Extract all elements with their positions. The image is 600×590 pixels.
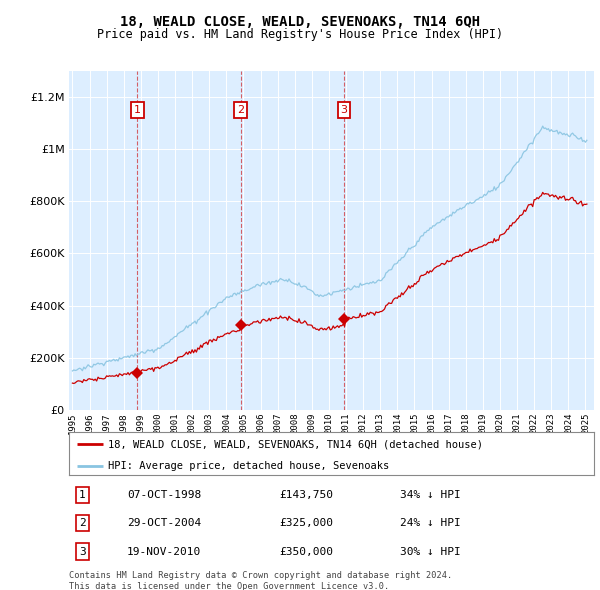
Text: 18, WEALD CLOSE, WEALD, SEVENOAKS, TN14 6QH (detached house): 18, WEALD CLOSE, WEALD, SEVENOAKS, TN14 … xyxy=(109,440,484,450)
Text: Price paid vs. HM Land Registry's House Price Index (HPI): Price paid vs. HM Land Registry's House … xyxy=(97,28,503,41)
Text: 1: 1 xyxy=(79,490,86,500)
Text: 3: 3 xyxy=(79,546,86,556)
Text: 34% ↓ HPI: 34% ↓ HPI xyxy=(400,490,461,500)
Text: £350,000: £350,000 xyxy=(279,546,333,556)
Text: 18, WEALD CLOSE, WEALD, SEVENOAKS, TN14 6QH: 18, WEALD CLOSE, WEALD, SEVENOAKS, TN14 … xyxy=(120,15,480,29)
Text: £143,750: £143,750 xyxy=(279,490,333,500)
Text: HPI: Average price, detached house, Sevenoaks: HPI: Average price, detached house, Seve… xyxy=(109,461,389,471)
Text: 3: 3 xyxy=(340,105,347,115)
Text: 2: 2 xyxy=(79,518,86,527)
Text: Contains HM Land Registry data © Crown copyright and database right 2024.
This d: Contains HM Land Registry data © Crown c… xyxy=(69,571,452,590)
Text: 07-OCT-1998: 07-OCT-1998 xyxy=(127,490,201,500)
Text: 1: 1 xyxy=(134,105,141,115)
Text: 2: 2 xyxy=(237,105,244,115)
Text: 30% ↓ HPI: 30% ↓ HPI xyxy=(400,546,461,556)
Text: 19-NOV-2010: 19-NOV-2010 xyxy=(127,546,201,556)
Text: £325,000: £325,000 xyxy=(279,518,333,527)
Text: 29-OCT-2004: 29-OCT-2004 xyxy=(127,518,201,527)
Text: 24% ↓ HPI: 24% ↓ HPI xyxy=(400,518,461,527)
